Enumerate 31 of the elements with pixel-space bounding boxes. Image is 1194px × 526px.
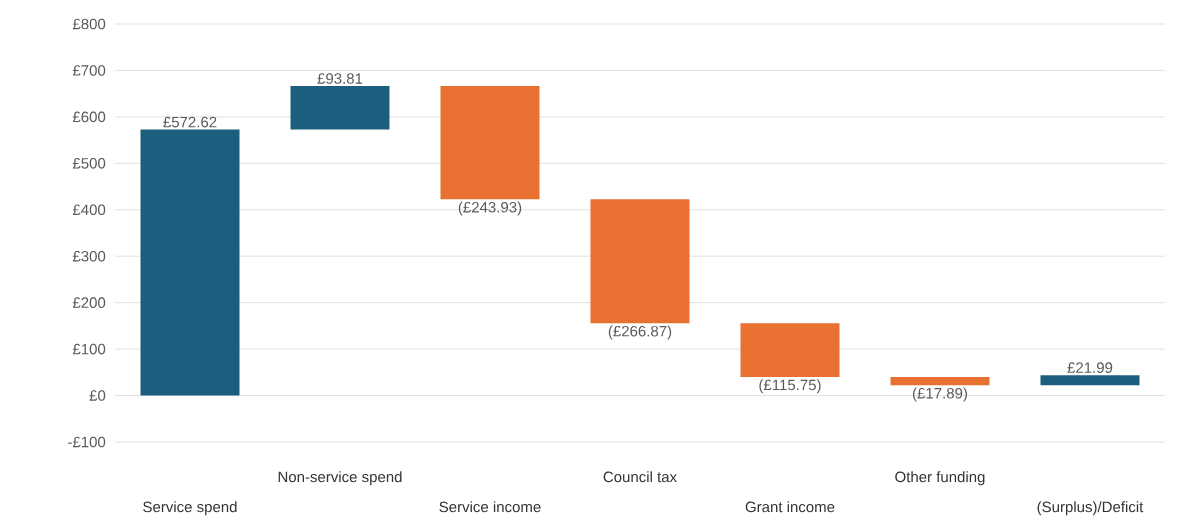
y-tick-label: £500 [72,158,106,169]
x-tick-label: Non-service spend [278,471,402,486]
bar [140,129,240,396]
y-tick-label: £200 [72,297,106,308]
data-label: (£266.87) [608,325,672,340]
data-label: £93.81 [317,73,363,84]
bar [440,86,540,200]
bar [740,323,840,378]
data-label: (£115.75) [759,379,821,394]
x-tick-label: Other funding [895,471,985,486]
y-tick-label: -£100 [68,436,106,448]
x-tick-label: (Surplus)/Deficit [1037,501,1144,516]
y-tick-label: £0 [89,390,106,401]
y-tick-label: £800 [72,18,106,30]
y-tick-label: £700 [72,65,106,76]
data-label: £572.62 [163,116,217,128]
bar [890,377,990,386]
data-label: £21.99 [1067,362,1113,373]
bar [590,199,690,324]
y-tick-label: £300 [72,250,106,262]
x-tick-label: Grant income [745,501,835,513]
x-tick-label: Service income [439,501,541,513]
x-tick-label: Council tax [603,471,677,483]
bar [1040,375,1140,386]
data-label: (£17.89) [912,387,967,402]
data-label: (£243.93) [458,201,522,216]
y-tick-label: £100 [72,343,106,355]
y-tick-label: £400 [72,204,106,216]
bar [290,86,390,130]
y-tick-label: £600 [72,111,106,123]
x-tick-label: Service spend [143,501,237,516]
